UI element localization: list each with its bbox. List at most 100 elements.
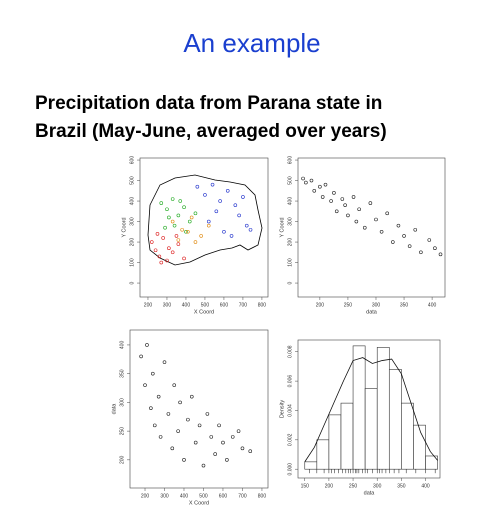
point [229, 234, 234, 238]
point [213, 452, 217, 456]
x-tick-label: 800 [258, 493, 267, 499]
point [176, 213, 181, 218]
x-tick-label: 500 [201, 302, 210, 308]
bar [401, 402, 414, 470]
x-tick-label: 200 [316, 302, 325, 308]
y-tick-label: 100 [287, 258, 293, 267]
point [201, 463, 206, 468]
point [167, 215, 171, 220]
point [186, 230, 190, 234]
x-tick-label: 400 [421, 483, 430, 489]
point [193, 440, 198, 445]
point [241, 195, 245, 199]
point [205, 412, 210, 416]
point [182, 256, 186, 261]
point [203, 193, 207, 197]
x-tick-label: 300 [160, 493, 169, 499]
bar [376, 347, 390, 470]
point [156, 394, 161, 399]
point [157, 254, 162, 259]
y-tick-label: 400 [129, 197, 135, 206]
point [163, 225, 167, 230]
point [170, 197, 175, 201]
y-tick-label: 0.000 [287, 463, 293, 476]
plot-box [297, 157, 446, 298]
point [222, 230, 226, 234]
point [149, 240, 154, 244]
point [172, 223, 177, 228]
point [357, 207, 361, 212]
point [334, 209, 339, 214]
bar [388, 369, 402, 470]
bar [316, 439, 330, 470]
point [236, 429, 241, 433]
point [385, 211, 390, 216]
plot-box [129, 329, 269, 489]
x-tick-label: 250 [349, 483, 358, 489]
point [419, 250, 423, 255]
point [176, 238, 181, 242]
slide-title: An example [183, 28, 320, 58]
point [320, 195, 325, 199]
point [176, 429, 180, 433]
point [165, 258, 169, 263]
x-tick-label: 200 [141, 493, 150, 499]
point [402, 234, 406, 238]
x-tick-label: 200 [325, 483, 334, 489]
point [233, 203, 238, 207]
point [187, 219, 192, 224]
x-tick-label: 300 [372, 302, 381, 308]
point [161, 236, 165, 240]
subtitle-line: Brazil (May-June, averaged over years) [35, 121, 387, 142]
bar [328, 414, 342, 470]
point [407, 244, 412, 248]
point [346, 213, 350, 218]
y-axis-title: Y Coord [279, 217, 285, 237]
x-axis-title: X Coord [189, 500, 209, 505]
point [210, 182, 215, 187]
point [178, 199, 183, 203]
bar [425, 455, 438, 470]
point [301, 176, 305, 181]
y-tick-label: 600 [129, 156, 135, 165]
point [153, 248, 158, 253]
point [143, 383, 147, 387]
point [206, 223, 211, 228]
x-tick-label: 800 [258, 302, 267, 308]
y-tick-label: 600 [287, 156, 293, 165]
x-tick-label: 400 [182, 302, 191, 308]
point [180, 227, 184, 232]
point [199, 234, 203, 238]
y-tick-label: 0.002 [287, 433, 293, 446]
y-tick-label: 0 [287, 281, 293, 284]
y-axis-title: Y Coord [121, 217, 127, 237]
point [354, 219, 359, 224]
x-tick-label: 600 [219, 493, 228, 499]
y-tick-label: 100 [129, 258, 135, 267]
y-tick-label: 200 [119, 455, 125, 464]
point [158, 435, 163, 439]
bar [304, 461, 318, 470]
point [189, 215, 194, 220]
point [312, 189, 317, 193]
point [162, 360, 167, 364]
point [309, 178, 314, 183]
x-tick-label: 600 [220, 302, 229, 308]
x-tick-label: 500 [199, 493, 208, 499]
y-tick-label: 400 [119, 341, 125, 350]
point [149, 406, 153, 410]
state-outline [147, 174, 263, 266]
y-tick-label: 300 [287, 217, 293, 226]
point [230, 435, 235, 439]
y-tick-label: 300 [119, 398, 125, 407]
point [176, 242, 181, 246]
point [167, 246, 171, 251]
point [170, 250, 175, 255]
y-axis-title: Density [279, 400, 285, 419]
point [351, 195, 356, 199]
x-tick-label: 150 [301, 483, 310, 489]
point [166, 412, 171, 416]
x-tick-label: 300 [373, 483, 382, 489]
